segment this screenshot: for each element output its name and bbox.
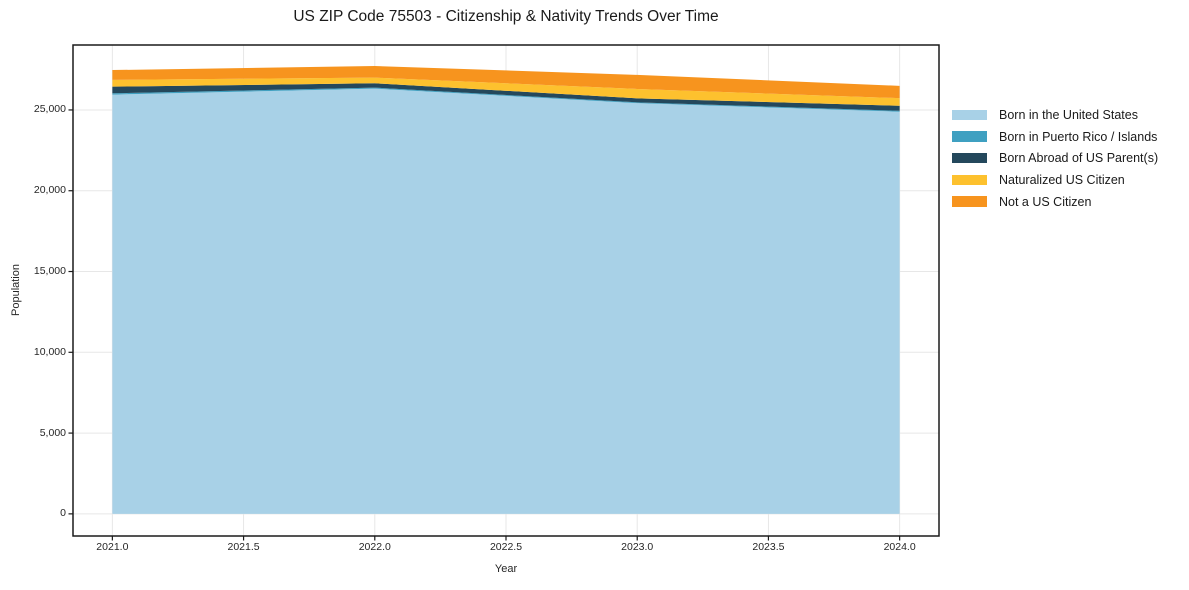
legend-swatch <box>952 196 987 207</box>
legend-swatch <box>952 109 987 121</box>
legend-item: Born Abroad of US Parent(s) <box>952 147 1158 169</box>
legend-label: Born in the United States <box>999 107 1138 122</box>
legend-label: Born in Puerto Rico / Islands <box>999 129 1158 144</box>
legend-swatch <box>952 131 987 142</box>
y-tick-label: 10,000 <box>33 345 66 358</box>
legend-item: Naturalized US Citizen <box>952 169 1158 191</box>
x-tick-label: 2022.0 <box>358 541 391 553</box>
y-tick-label: 20,000 <box>33 184 66 197</box>
x-tick-label: 2023.0 <box>621 541 654 553</box>
y-tick-label: 0 <box>60 507 66 520</box>
legend-item: Not a US Citizen <box>952 191 1158 213</box>
legend-label: Not a US Citizen <box>999 194 1092 209</box>
legend-swatch <box>952 152 987 164</box>
x-axis-label: Year <box>494 563 518 575</box>
legend-item: Born in Puerto Rico / Islands <box>952 126 1158 148</box>
legend-label: Naturalized US Citizen <box>999 172 1125 187</box>
legend-swatch <box>952 174 987 186</box>
x-tick-label: 2021.5 <box>227 541 260 553</box>
legend: Born in the United States Born in Puerto… <box>952 104 1158 212</box>
legend-item: Born in the United States <box>952 104 1158 126</box>
x-tick-label: 2022.5 <box>489 541 523 553</box>
y-tick-label: 5,000 <box>39 426 66 439</box>
x-tick-label: 2021.0 <box>96 541 129 553</box>
y-axis-label: Population <box>10 264 22 316</box>
y-tick-label: 25,000 <box>33 103 66 116</box>
x-tick-label: 2024.0 <box>883 541 916 553</box>
chart-title: US ZIP Code 75503 - Citizenship & Nativi… <box>293 8 719 25</box>
y-tick-label: 15,000 <box>33 265 66 278</box>
legend-label: Born Abroad of US Parent(s) <box>999 151 1159 166</box>
x-tick-label: 2023.5 <box>752 541 785 553</box>
